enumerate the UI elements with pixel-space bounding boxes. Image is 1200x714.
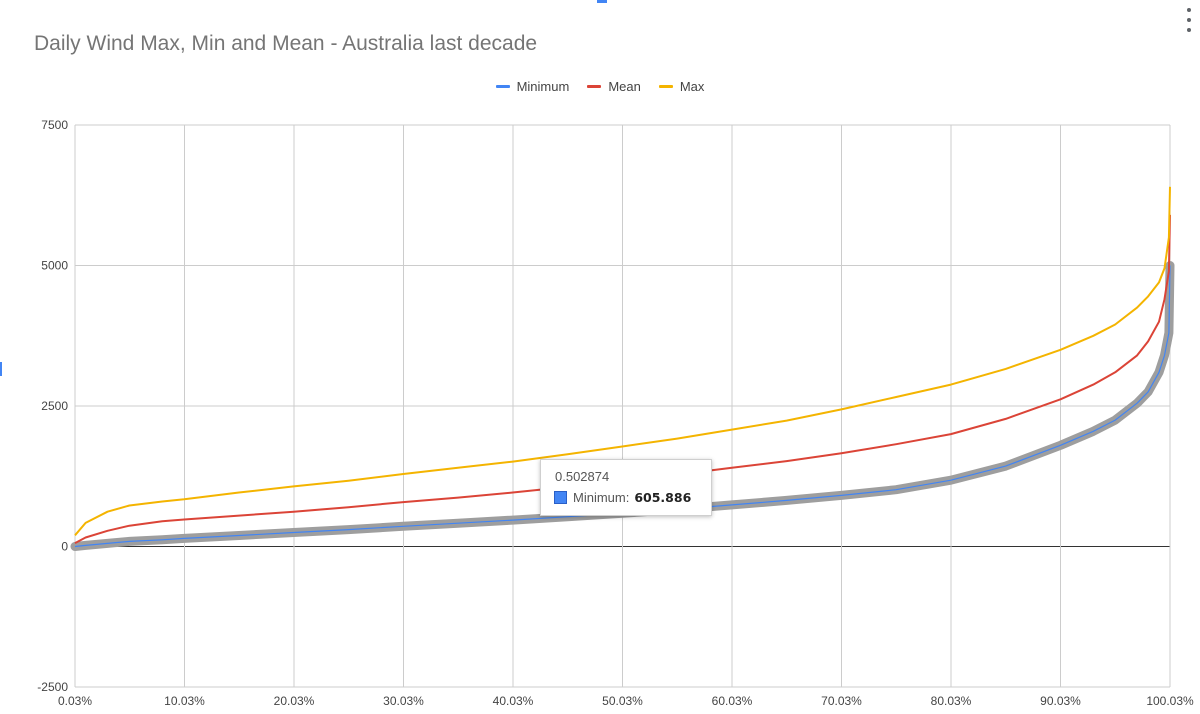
tooltip-x-value: 0.502874	[555, 469, 610, 484]
chart-title: Daily Wind Max, Min and Mean - Australia…	[34, 32, 538, 55]
x-tick-label: 90.03%	[1040, 694, 1081, 708]
y-tick-label: -2500	[37, 680, 68, 694]
x-tick-label: 20.03%	[274, 694, 315, 708]
y-tick-label: 5000	[41, 259, 68, 273]
legend-label-minimum: Minimum	[516, 79, 570, 94]
left-edge-sliver	[0, 362, 2, 376]
top-edge-sliver	[597, 0, 607, 3]
chart-legend: Minimum Mean Max	[0, 79, 1200, 94]
max-series-line	[74, 186, 1171, 536]
x-tick-label: 0.03%	[58, 694, 92, 708]
x-tick-label: 40.03%	[493, 694, 534, 708]
legend-item-mean[interactable]: Mean	[587, 79, 641, 94]
y-tick-label: 2500	[41, 399, 68, 413]
tooltip-value: 605.886	[634, 490, 692, 505]
data-tooltip: 0.502874 Minimum: 605.886	[540, 459, 712, 516]
tooltip-series-swatch	[554, 491, 567, 504]
legend-swatch-max	[658, 85, 673, 88]
legend-label-mean: Mean	[608, 79, 641, 94]
y-tick-label: 7500	[41, 118, 68, 132]
y-tick-label: 0	[61, 540, 68, 554]
tooltip-row: Minimum: 605.886	[554, 490, 691, 505]
legend-item-minimum[interactable]: Minimum	[495, 79, 570, 94]
x-tick-label: 80.03%	[931, 694, 972, 708]
legend-swatch-mean	[587, 85, 602, 88]
x-tick-label: 70.03%	[821, 694, 862, 708]
legend-swatch-minimum	[495, 85, 510, 88]
x-tick-label: 60.03%	[712, 694, 753, 708]
legend-label-max: Max	[679, 79, 705, 94]
x-tick-label: 30.03%	[383, 694, 424, 708]
more-options-icon[interactable]	[1184, 8, 1194, 32]
x-tick-label: 50.03%	[602, 694, 643, 708]
legend-item-max[interactable]: Max	[658, 79, 705, 94]
x-tick-label: 10.03%	[164, 694, 205, 708]
tooltip-series-label: Minimum:	[573, 490, 630, 505]
x-tick-label: 100.03%	[1146, 694, 1194, 708]
